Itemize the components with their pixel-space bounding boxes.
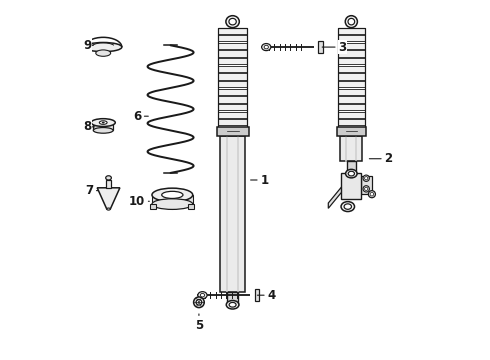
Text: 6: 6 — [133, 110, 148, 123]
Polygon shape — [338, 81, 365, 87]
Text: 1: 1 — [250, 174, 269, 186]
Ellipse shape — [196, 300, 202, 305]
Ellipse shape — [344, 204, 351, 209]
Polygon shape — [218, 81, 247, 87]
Polygon shape — [150, 204, 156, 209]
Polygon shape — [218, 43, 247, 49]
Text: 4: 4 — [257, 289, 276, 302]
Polygon shape — [218, 66, 247, 72]
Ellipse shape — [229, 18, 236, 25]
Polygon shape — [218, 104, 247, 110]
Polygon shape — [338, 50, 365, 57]
Polygon shape — [218, 119, 247, 125]
Polygon shape — [97, 188, 120, 209]
Ellipse shape — [107, 208, 110, 210]
Text: 9: 9 — [83, 39, 93, 52]
Polygon shape — [106, 180, 111, 188]
Polygon shape — [338, 104, 365, 110]
Ellipse shape — [365, 187, 368, 190]
Polygon shape — [338, 119, 365, 125]
Polygon shape — [220, 136, 245, 292]
Ellipse shape — [365, 177, 368, 180]
Ellipse shape — [226, 301, 239, 309]
Polygon shape — [218, 73, 247, 80]
Polygon shape — [188, 204, 195, 209]
Text: 2: 2 — [369, 152, 392, 165]
Polygon shape — [338, 112, 365, 118]
Polygon shape — [337, 127, 366, 136]
Polygon shape — [255, 289, 259, 301]
Polygon shape — [218, 96, 247, 103]
Ellipse shape — [262, 44, 271, 51]
Ellipse shape — [200, 293, 205, 297]
Polygon shape — [338, 66, 365, 72]
Ellipse shape — [226, 16, 239, 28]
Ellipse shape — [363, 175, 369, 181]
Polygon shape — [218, 58, 247, 64]
Polygon shape — [347, 161, 356, 174]
Ellipse shape — [345, 16, 357, 28]
Ellipse shape — [93, 127, 113, 133]
Text: 5: 5 — [195, 314, 203, 332]
Polygon shape — [318, 41, 323, 53]
Ellipse shape — [229, 302, 236, 307]
Polygon shape — [342, 173, 361, 199]
Ellipse shape — [85, 42, 122, 52]
Polygon shape — [338, 96, 365, 103]
Ellipse shape — [162, 192, 183, 198]
Ellipse shape — [194, 297, 204, 307]
Ellipse shape — [348, 18, 355, 25]
Ellipse shape — [91, 119, 115, 126]
Ellipse shape — [345, 169, 357, 178]
Text: 10: 10 — [129, 195, 149, 208]
Polygon shape — [338, 73, 365, 80]
Ellipse shape — [152, 199, 193, 210]
Polygon shape — [218, 35, 247, 41]
Polygon shape — [218, 112, 247, 118]
Ellipse shape — [198, 292, 207, 299]
Polygon shape — [217, 127, 248, 136]
Ellipse shape — [99, 121, 107, 124]
Polygon shape — [338, 35, 365, 41]
Polygon shape — [361, 176, 372, 194]
Ellipse shape — [370, 192, 374, 196]
Polygon shape — [227, 292, 238, 305]
Ellipse shape — [341, 202, 355, 212]
Polygon shape — [338, 28, 365, 34]
Ellipse shape — [106, 176, 111, 180]
Polygon shape — [340, 136, 363, 161]
Polygon shape — [218, 89, 247, 95]
Polygon shape — [338, 43, 365, 49]
Ellipse shape — [152, 188, 193, 202]
Text: 3: 3 — [322, 41, 346, 54]
Polygon shape — [338, 89, 365, 95]
Polygon shape — [218, 28, 247, 34]
Ellipse shape — [363, 186, 369, 192]
Ellipse shape — [102, 122, 104, 123]
Text: 7: 7 — [85, 184, 98, 197]
Polygon shape — [328, 187, 342, 208]
Ellipse shape — [348, 171, 354, 176]
Ellipse shape — [368, 191, 375, 198]
Ellipse shape — [96, 50, 111, 56]
Polygon shape — [338, 58, 365, 64]
Polygon shape — [93, 123, 113, 130]
Polygon shape — [218, 50, 247, 57]
Text: 8: 8 — [83, 120, 95, 133]
Ellipse shape — [264, 45, 269, 49]
Polygon shape — [152, 195, 193, 204]
